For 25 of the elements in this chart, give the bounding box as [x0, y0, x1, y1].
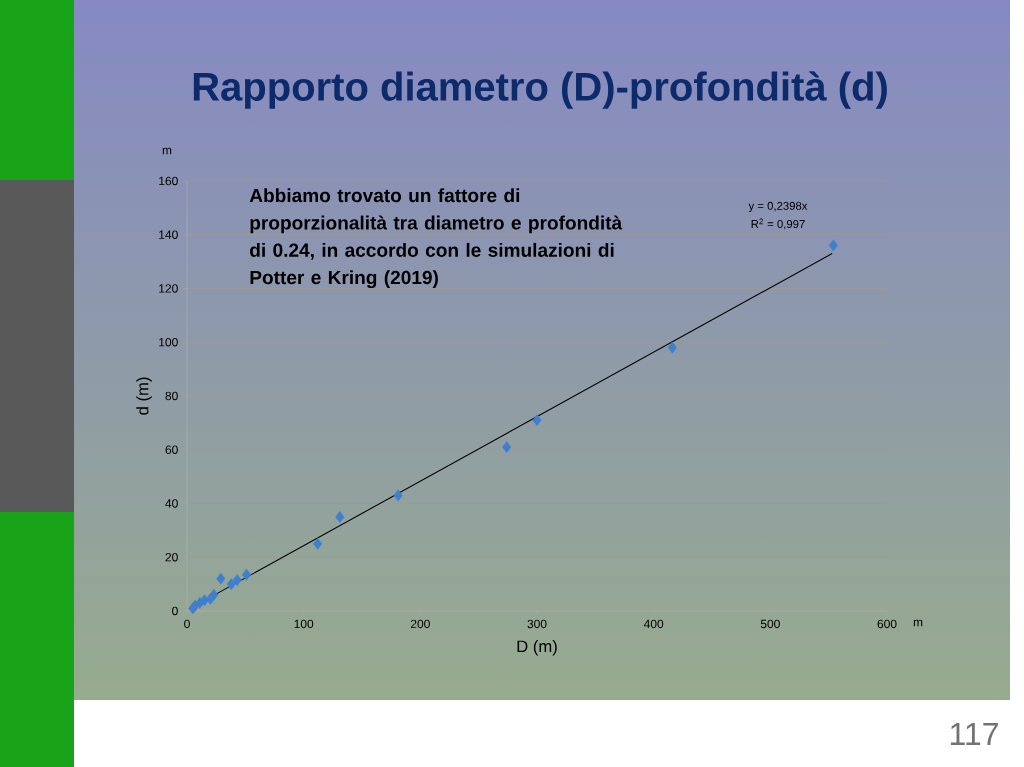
x-tick-label: 300 [527, 619, 547, 629]
y-tick-label: 120 [159, 284, 178, 293]
y-axis-title: d (m) [136, 377, 152, 415]
y-tick-label: 140 [159, 230, 178, 239]
x-tick-label: 400 [643, 619, 664, 629]
x-tick-label: 500 [760, 619, 780, 629]
x-tick-label: 100 [294, 619, 314, 629]
y-tick-label: 40 [165, 499, 178, 508]
y-tick-label: 20 [165, 552, 178, 562]
x-axis-title: D (m) [517, 640, 557, 656]
annotation: Abbiamo trovato un fattore di proporzionalità tra diametro e profondità di 0.24, in accordo con le simulazioni di Potter e Kring (2019) [249, 188, 623, 289]
annotation: y = 0,2398x [748, 201, 808, 213]
text: 117 [950, 722, 998, 745]
text: m [913, 619, 923, 627]
y-tick-label: 100 [159, 337, 178, 347]
y-tick-label: 80 [165, 391, 178, 401]
x-tick-label: 0 [184, 619, 190, 629]
x-tick-label: 600 [877, 619, 897, 629]
chart-title: Rapporto diametro (D)-profondità (d) [193, 71, 887, 109]
y-tick-label: 60 [165, 445, 178, 454]
text: m [162, 147, 172, 155]
x-tick-label: 200 [410, 619, 430, 629]
y-tick-label: 160 [159, 176, 178, 186]
annotation: R$^{2}$ = 0,997 [751, 218, 805, 230]
y-tick-label: 0 [172, 606, 178, 616]
